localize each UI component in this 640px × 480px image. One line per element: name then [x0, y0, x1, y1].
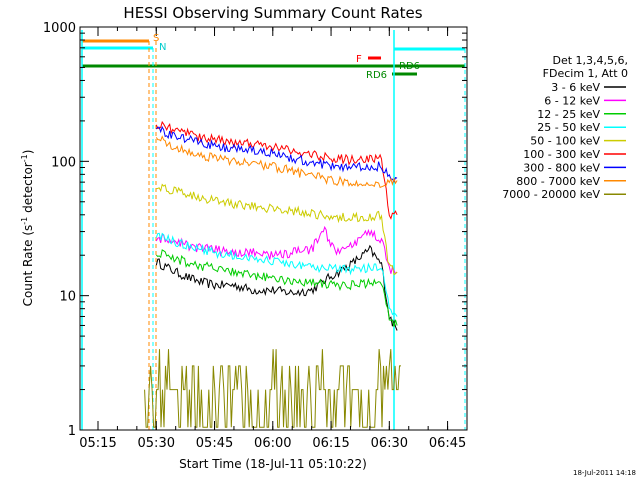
legend-entry-label: 100 - 300 keV	[523, 148, 600, 161]
legend-title-1: Det 1,3,4,5,6,	[552, 54, 628, 67]
saa-label: S	[153, 33, 159, 44]
y-tick-label: 1000	[43, 21, 76, 36]
series-line	[155, 232, 398, 317]
series-line	[155, 244, 398, 331]
x-tick-label: 06:45	[429, 436, 466, 451]
series-line	[155, 120, 398, 220]
series-line	[155, 249, 398, 327]
y-tick-label: 10	[59, 290, 76, 305]
rd-label-top: RD6	[399, 61, 420, 72]
legend-entry-label: 12 - 25 keV	[537, 108, 600, 121]
legend: Det 1,3,4,5,6, FDecim 1, Att 0 3 - 6 keV…	[502, 54, 628, 201]
night-label: N	[159, 42, 166, 53]
x-tick-label: 06:30	[371, 436, 408, 451]
legend-entry-label: 3 - 6 keV	[551, 81, 600, 94]
series-line	[144, 349, 401, 428]
legend-entry-label: 50 - 100 keV	[530, 135, 600, 148]
rd-label-bottom: RD6	[366, 70, 387, 81]
legend-title-2: FDecim 1, Att 0	[543, 67, 628, 80]
y-tick-label: 1	[68, 424, 76, 439]
x-axis-label: Start Time (18-Jul-11 05:10:22)	[179, 457, 367, 471]
timestamp: 18-Jul-2011 14:18	[573, 469, 636, 477]
legend-entry-label: 6 - 12 keV	[544, 94, 600, 107]
y-tick-label: 100	[51, 155, 76, 170]
legend-entry-label: 300 - 800 keV	[523, 161, 600, 174]
x-tick-label: 06:15	[312, 436, 349, 451]
flare-label: F	[356, 54, 362, 65]
chart-title: HESSI Observing Summary Count Rates	[123, 4, 422, 22]
series-line	[155, 225, 398, 275]
x-tick-label: 06:00	[254, 436, 291, 451]
x-tick-label: 05:45	[196, 436, 233, 451]
x-tick-label: 05:30	[138, 436, 175, 451]
x-tick-label: 05:15	[79, 436, 116, 451]
legend-entry-label: 25 - 50 keV	[537, 121, 600, 134]
legend-entry-label: 800 - 7000 keV	[516, 175, 600, 188]
y-axis-label: Count Rate (s-1 detector-1)	[20, 150, 35, 307]
plot-frame	[79, 26, 468, 431]
series-line	[156, 183, 398, 276]
legend-entry-label: 7000 - 20000 keV	[502, 188, 600, 201]
series-line	[155, 135, 398, 189]
series-line	[155, 125, 398, 183]
